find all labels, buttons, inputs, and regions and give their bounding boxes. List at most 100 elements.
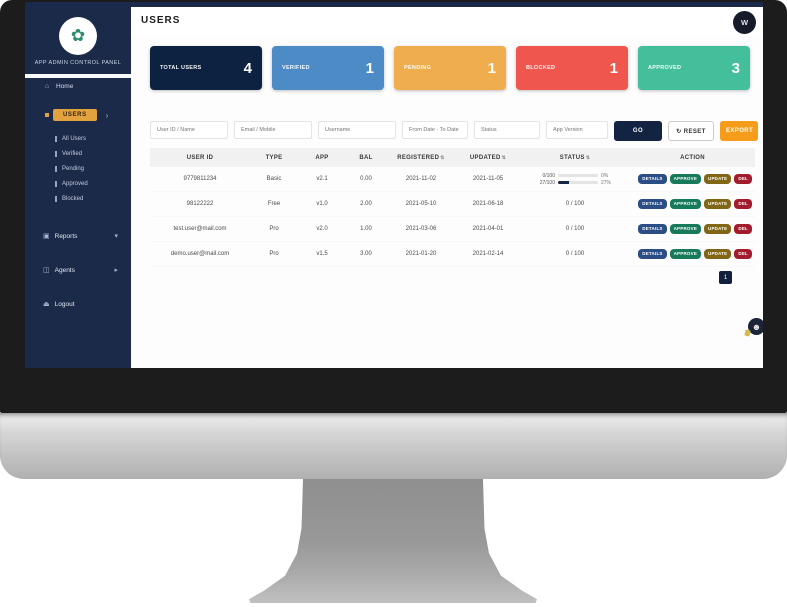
card-label: PENDING — [404, 65, 432, 71]
stat-card-blocked[interactable]: BLOCKED 1 — [516, 46, 628, 90]
delete-button[interactable]: DEL — [734, 249, 752, 259]
chevron-right-icon: › — [105, 110, 109, 120]
sidebar-subitem-pending[interactable]: Pending — [25, 161, 131, 176]
subitem-label: Pending — [62, 165, 85, 172]
delete-button[interactable]: DEL — [734, 224, 752, 234]
stat-card-verified[interactable]: VERIFIED 1 — [272, 46, 384, 90]
stat-card-approved[interactable]: APPROVED 3 — [638, 46, 750, 90]
card-label: BLOCKED — [526, 65, 556, 71]
cell-app: v1.5 — [298, 241, 346, 267]
sidebar-subitem-approved[interactable]: Approved — [25, 176, 131, 191]
cell-actions: DETAILS APPROVE UPDATE DEL — [630, 216, 755, 242]
col-header-app: APP — [298, 148, 346, 167]
table-row: demo.user@mail.com Pro v1.5 3.00 2021-01… — [150, 241, 755, 267]
card-label: VERIFIED — [282, 65, 310, 71]
approve-button[interactable]: APPROVE — [669, 249, 702, 259]
update-button[interactable]: UPDATE — [704, 199, 732, 209]
sidebar-item-home[interactable]: ⌂ Home — [25, 78, 131, 95]
sidebar-item-reports[interactable]: ▣ Reports ▾ — [25, 232, 131, 241]
sidebar-subitem-verified[interactable]: Verified — [25, 146, 131, 161]
logo-icon: ✿ — [70, 26, 86, 45]
update-button[interactable]: UPDATE — [704, 249, 732, 259]
cell-updated: 2021-11-05 — [456, 167, 520, 192]
reset-button[interactable]: ↻ RESET — [668, 121, 714, 141]
monitor-chin — [0, 413, 787, 479]
sidebar-item-users-selected[interactable]: USERS › — [25, 109, 131, 121]
cell-app: v1.0 — [298, 191, 346, 217]
approve-button[interactable]: APPROVE — [669, 174, 702, 184]
sidebar-item-agents[interactable]: ◫ Agents ▸ — [25, 266, 131, 275]
details-button[interactable]: DETAILS — [638, 224, 667, 234]
update-button[interactable]: UPDATE — [704, 224, 732, 234]
card-value: 3 — [731, 59, 740, 77]
filter-daterange-input[interactable] — [402, 121, 468, 139]
details-button[interactable]: DETAILS — [638, 249, 667, 259]
col-header-status[interactable]: STATUS⇅ — [520, 148, 630, 167]
approve-button[interactable]: APPROVE — [669, 199, 702, 209]
cell-app: v2.1 — [298, 167, 346, 192]
card-value: 1 — [365, 59, 374, 77]
bullet-icon — [55, 150, 57, 157]
sidebar-item-logout[interactable]: ⏏ Logout — [25, 300, 131, 309]
sidebar-item-label: Home — [56, 83, 74, 90]
group-label: Logout — [54, 300, 75, 308]
cell-user: demo.user@mail.com — [150, 241, 250, 267]
delete-button[interactable]: DEL — [734, 174, 752, 184]
group-label: Agents — [54, 266, 75, 274]
sidebar: ✿ APP ADMIN CONTROL PANEL ⌂ Home USERS ›… — [25, 7, 131, 368]
cell-actions: DETAILS APPROVE UPDATE DEL — [630, 191, 755, 217]
top-strip — [25, 2, 763, 7]
export-button[interactable]: EXPORT — [720, 121, 758, 141]
user-avatar[interactable]: W — [733, 11, 756, 34]
progress-bar — [558, 181, 598, 184]
card-value: 4 — [243, 59, 252, 77]
sidebar-subitem-all-users[interactable]: All Users — [25, 131, 131, 146]
table-row: test.user@mail.com Pro v2.0 1.00 2021-03… — [150, 216, 755, 242]
table-row: 9779811234 Basic v2.1 0.00 2021-11-02 20… — [150, 167, 755, 192]
update-button[interactable]: UPDATE — [704, 174, 732, 184]
card-label: APPROVED — [648, 65, 682, 71]
col-header-user: USER ID — [150, 148, 250, 167]
stat-card-pending[interactable]: PENDING 1 — [394, 46, 506, 90]
table-header-row: USER ID TYPE APP BAL REGISTERED⇅ UPDATED… — [150, 148, 755, 167]
go-button[interactable]: GO — [614, 121, 662, 141]
cell-user: test.user@mail.com — [150, 216, 250, 242]
col-header-updated[interactable]: UPDATED⇅ — [456, 148, 520, 167]
cell-actions: DETAILS APPROVE UPDATE DEL — [630, 241, 755, 267]
filter-version-input[interactable] — [546, 121, 608, 139]
cell-status: 0 / 100 — [520, 216, 630, 242]
filter-user-input[interactable] — [150, 121, 228, 139]
sort-icon: ⇅ — [501, 154, 507, 161]
col-header-bal: BAL — [346, 148, 386, 167]
pagination-page-1[interactable]: 1 — [719, 271, 732, 284]
cell-registered: 2021-11-02 — [386, 167, 456, 192]
cell-updated: 2021-02-14 — [456, 241, 520, 267]
cell-type: Pro — [250, 241, 298, 267]
col-header-action: ACTION — [630, 148, 755, 167]
support-chat-icon[interactable]: ☻ — [748, 318, 763, 335]
sidebar-subitem-blocked[interactable]: Blocked — [25, 191, 131, 206]
logout-icon: ⏏ — [43, 301, 50, 308]
delete-button[interactable]: DEL — [734, 199, 752, 209]
approve-button[interactable]: APPROVE — [669, 224, 702, 234]
cell-type: Basic — [250, 167, 298, 192]
filter-status-input[interactable] — [474, 121, 540, 139]
cell-actions: DETAILS APPROVE UPDATE DEL — [630, 167, 755, 192]
brand-logo: ✿ — [59, 17, 97, 55]
stat-card-total-users[interactable]: TOTAL USERS 4 — [150, 46, 262, 90]
details-button[interactable]: DETAILS — [638, 199, 667, 209]
cell-bal: 0.00 — [346, 167, 386, 192]
bullet-icon — [55, 135, 57, 142]
monitor-stand — [249, 479, 537, 603]
cell-bal: 2.00 — [346, 191, 386, 217]
col-header-registered[interactable]: REGISTERED⇅ — [386, 148, 456, 167]
cell-type: Free — [250, 191, 298, 217]
cell-type: Pro — [250, 216, 298, 242]
details-button[interactable]: DETAILS — [638, 174, 667, 184]
bullet-icon — [55, 180, 57, 187]
cell-user: 9779811234 — [150, 167, 250, 192]
filter-username-input[interactable] — [318, 121, 396, 139]
bullet-icon — [45, 113, 49, 117]
filter-email-input[interactable] — [234, 121, 312, 139]
